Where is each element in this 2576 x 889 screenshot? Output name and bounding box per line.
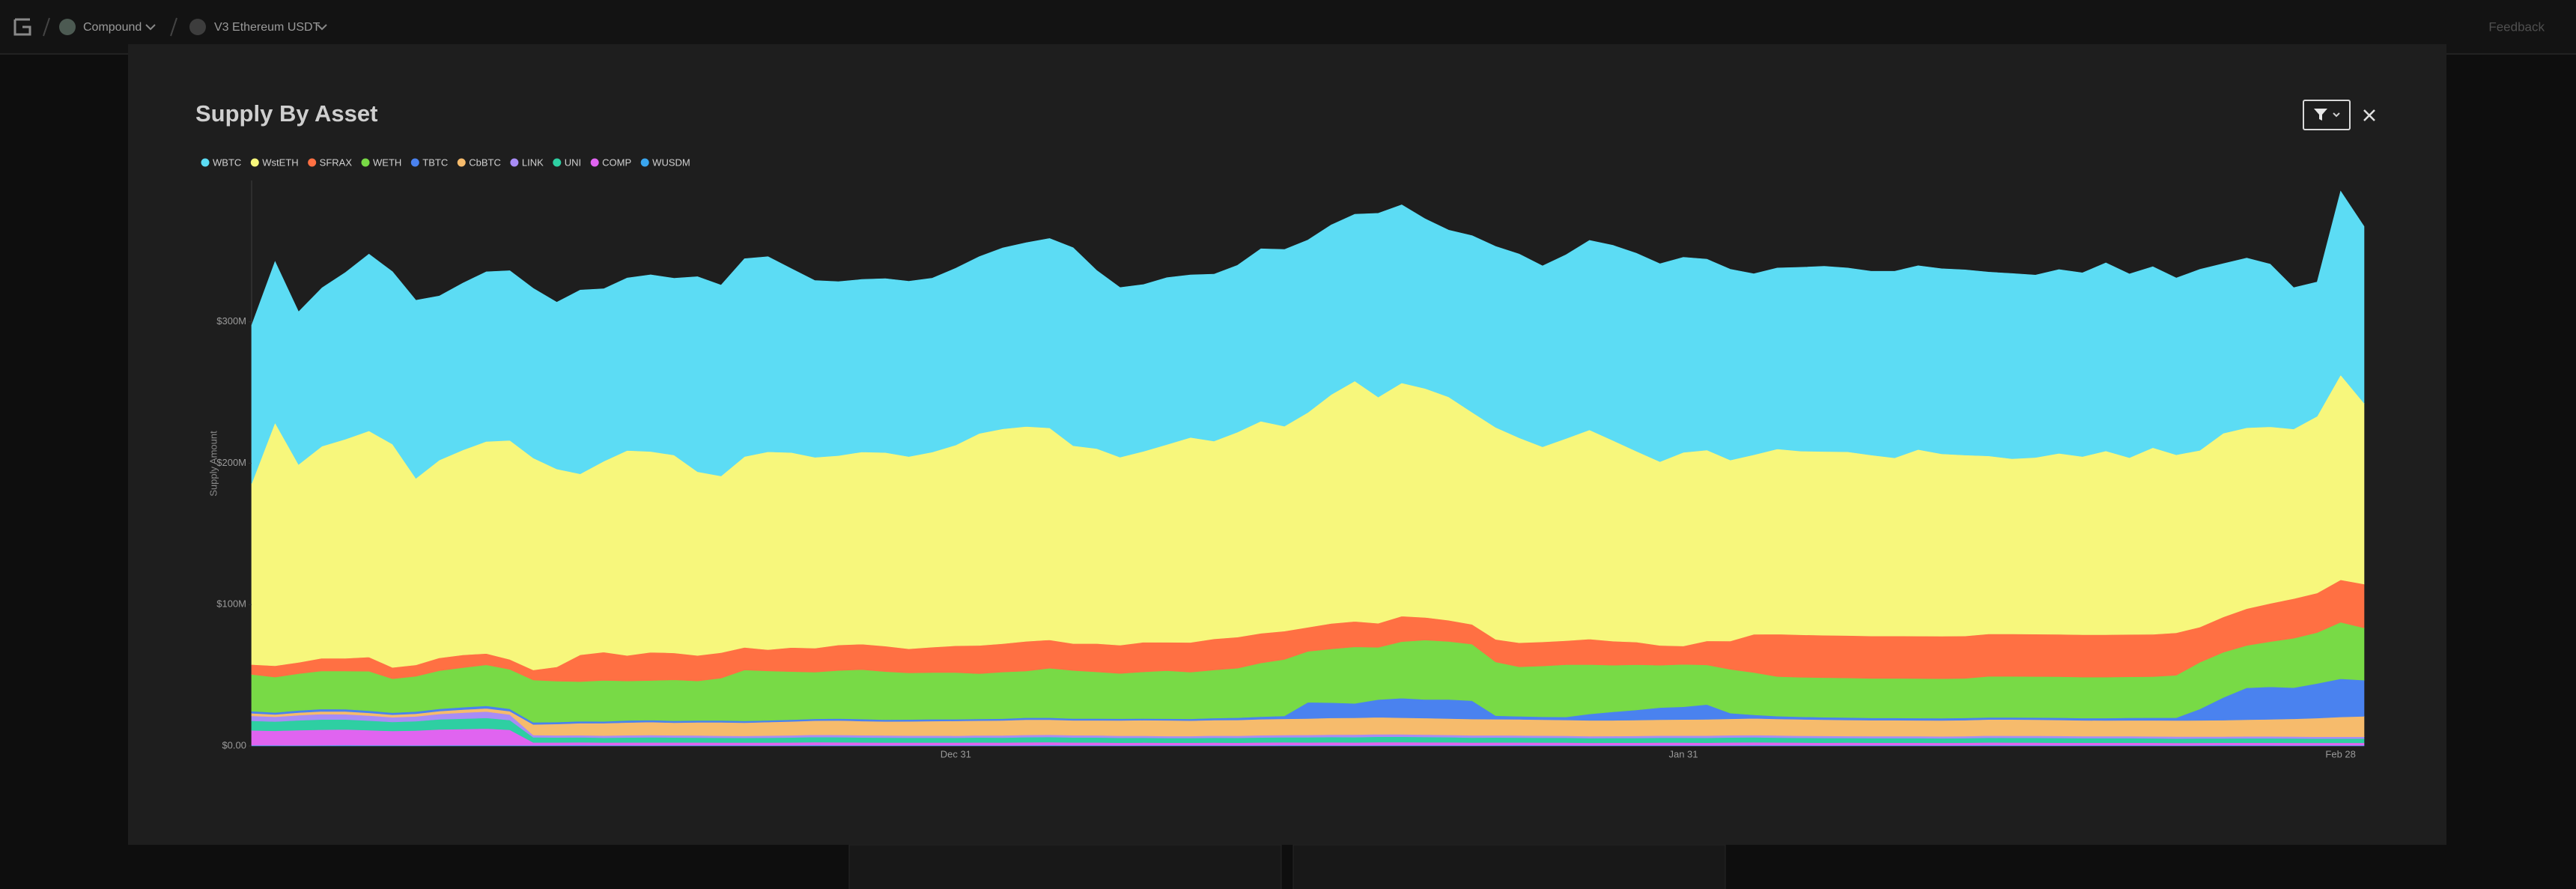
legend-swatch xyxy=(308,158,317,167)
legend-swatch xyxy=(361,158,370,167)
breadcrumb-market[interactable]: V3 Ethereum USDT xyxy=(214,21,321,34)
logo[interactable] xyxy=(13,18,31,36)
x-tick-label: Dec 31 xyxy=(941,748,971,759)
legend-label: WETH xyxy=(373,157,401,168)
legend-label: LINK xyxy=(522,157,544,168)
background-panel xyxy=(848,844,1282,889)
legend-swatch xyxy=(250,158,259,167)
legend-swatch xyxy=(553,158,562,167)
legend-item[interactable]: TBTC xyxy=(410,157,448,168)
legend-item[interactable]: WBTC xyxy=(201,157,242,168)
legend-item[interactable]: WUSDM xyxy=(640,157,690,168)
legend-swatch xyxy=(510,158,519,167)
chevron[interactable] xyxy=(145,24,156,31)
legend-item[interactable]: CbBTC xyxy=(457,157,501,168)
legend-swatch xyxy=(201,158,210,167)
background-panel xyxy=(1292,844,1726,889)
market-icon xyxy=(189,19,206,35)
legend-item[interactable]: UNI xyxy=(553,157,581,168)
filter-button[interactable] xyxy=(2303,100,2351,130)
separator xyxy=(43,17,50,37)
separator xyxy=(170,17,177,37)
x-tick-label: Feb 28 xyxy=(2325,748,2355,759)
y-axis-label: Supply Amount xyxy=(207,431,219,497)
legend-label: COMP xyxy=(602,157,631,168)
legend-swatch xyxy=(457,158,466,167)
breadcrumb-protocol[interactable]: Compound xyxy=(83,21,142,34)
legend-label: WUSDM xyxy=(652,157,690,168)
chevron xyxy=(2333,112,2340,118)
plot-area xyxy=(251,190,2365,747)
y-tick-label: $100M xyxy=(216,598,246,610)
legend: WBTC WstETH SFRAX WETH TBTC CbBTC LINK UNI COMP W… xyxy=(201,157,690,168)
legend-swatch xyxy=(590,158,599,167)
legend-label: SFRAX xyxy=(320,157,353,168)
legend-label: WBTC xyxy=(213,157,241,168)
y-tick-label: $200M xyxy=(216,457,246,468)
legend-swatch xyxy=(410,158,419,167)
chart-title: Supply By Asset xyxy=(195,100,377,127)
legend-item[interactable]: LINK xyxy=(510,157,544,168)
x-tick-label: Jan 31 xyxy=(1668,748,1698,759)
feedback-link[interactable]: Feedback xyxy=(2488,19,2545,34)
legend-item[interactable]: SFRAX xyxy=(308,157,352,168)
filter-icon xyxy=(2314,109,2327,121)
y-tick-label: $0.00 xyxy=(222,739,246,750)
protocol-icon xyxy=(59,19,76,35)
legend-label: WstETH xyxy=(262,157,298,168)
legend-item[interactable]: WstETH xyxy=(250,157,299,168)
filter-button-frame[interactable] xyxy=(2303,100,2351,130)
close-button[interactable] xyxy=(2363,109,2375,121)
legend-label: UNI xyxy=(565,157,581,168)
legend-swatch xyxy=(640,158,649,167)
legend-item[interactable]: WETH xyxy=(361,157,402,168)
area xyxy=(251,190,2365,484)
y-tick-label: $300M xyxy=(216,315,246,327)
legend-item[interactable]: COMP xyxy=(590,157,632,168)
legend-label: CbBTC xyxy=(469,157,501,168)
legend-label: TBTC xyxy=(422,157,448,168)
logo-shape xyxy=(13,18,31,36)
chevron[interactable] xyxy=(317,24,327,31)
